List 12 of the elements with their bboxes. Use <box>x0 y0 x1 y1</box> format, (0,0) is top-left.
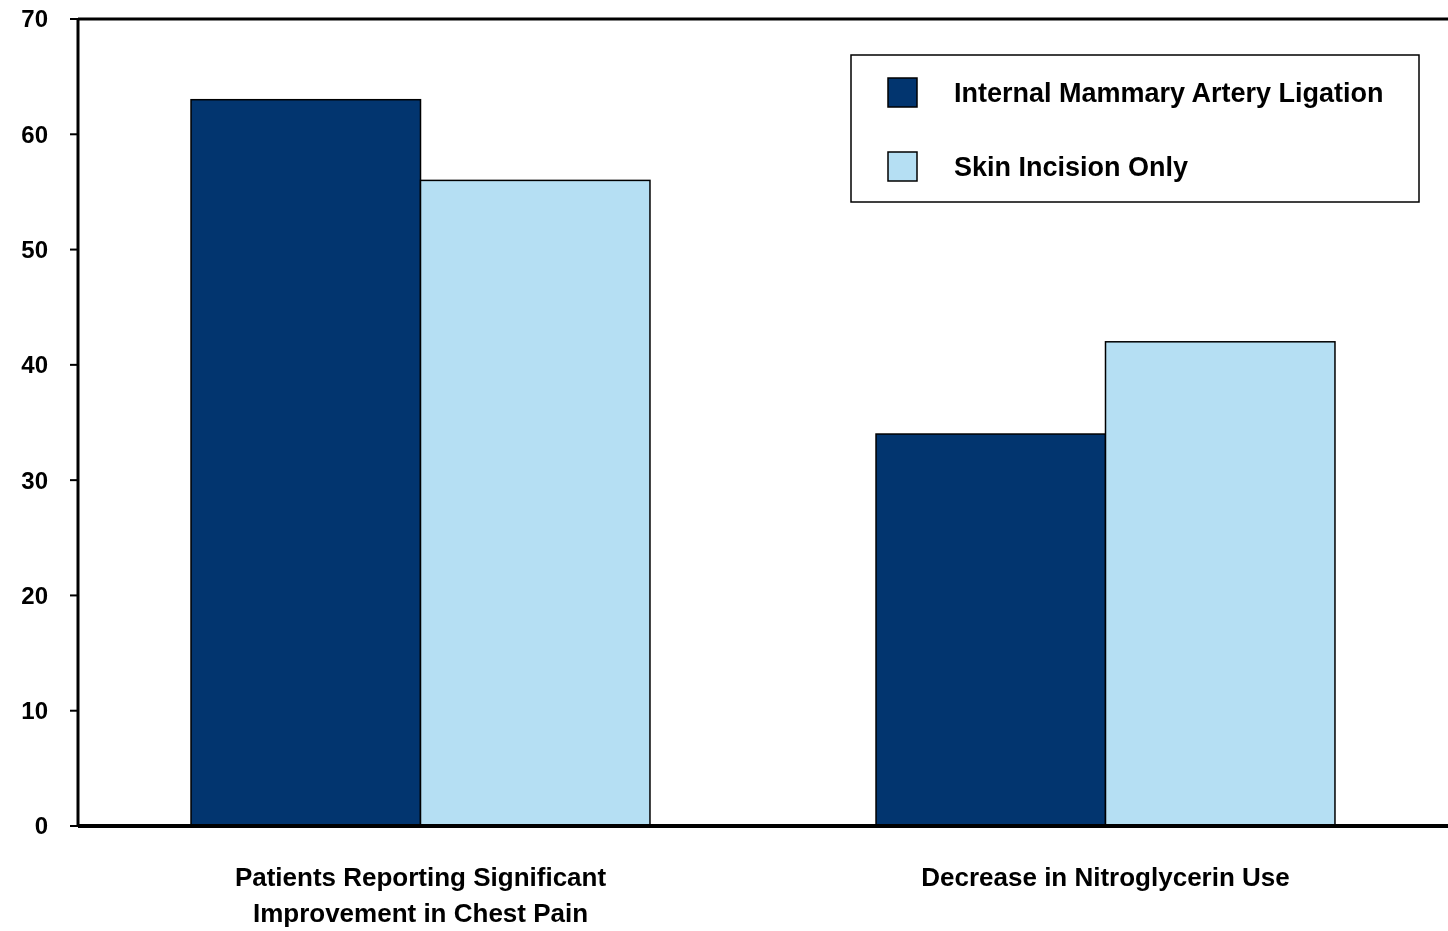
y-tick-label: 0 <box>34 812 48 840</box>
y-tick-label: 30 <box>21 466 48 494</box>
y-tick-label: 40 <box>21 351 48 379</box>
legend-label: Internal Mammary Artery Ligation <box>954 78 1384 109</box>
x-tick-label: Decrease in Nitroglycerin Use <box>921 862 1290 892</box>
y-tick-label: 60 <box>21 120 48 148</box>
y-tick-label: 10 <box>21 697 48 725</box>
legend-label: Skin Incision Only <box>954 152 1189 183</box>
x-tick-label: Patients Reporting Significant Improvement in Chest Pain <box>234 862 607 928</box>
y-tick-label: 20 <box>21 581 48 609</box>
y-tick-label: 50 <box>21 235 48 263</box>
y-tick-label: 70 <box>21 5 48 33</box>
